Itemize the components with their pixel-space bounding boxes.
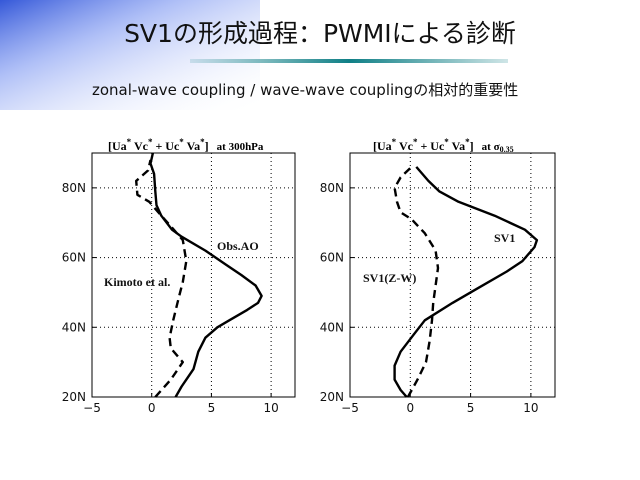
x-tick-label: 5 [208,401,216,415]
x-tick-label: −5 [341,401,359,415]
series-line-sv1 [393,166,539,398]
right-annotation-sv1: SV1 [494,231,515,245]
x-tick-label: 5 [467,401,475,415]
series-line-obs-ao [149,152,263,398]
x-tick-label: 10 [263,401,278,415]
y-tick-label: 40N [62,320,86,334]
y-tick-label: 80N [320,181,344,195]
slide-title: SV1の形成過程：PWMIによる診断 [124,19,516,48]
series-line-kimoto-et-al- [135,159,188,398]
y-tick-label: 60N [62,251,86,265]
right-chart-title: [Ua* Vc* + Uc* Va*] at σ0.35 [373,137,514,154]
x-tick-label: −5 [83,401,101,415]
right-annotation-sv1-zw: SV1(Z-W) [363,271,416,285]
left-chart: [Ua* Vc* + Uc* Va*] at 300hPa −5 0 5 10 20N 40… [62,137,296,415]
series-line-sv1-z-w- [393,166,440,398]
left-annotation-obs-ao: Obs.AO [217,239,259,253]
y-tick-label: 60N [320,251,344,265]
y-tick-label: 20N [320,390,344,404]
slide-subtitle: zonal-wave coupling / wave-wave coupling… [92,81,519,99]
x-tick-label: 10 [523,401,538,415]
y-tick-label: 20N [62,390,86,404]
left-chart-title: [Ua* Vc* + Uc* Va*] at 300hPa [108,137,264,153]
left-plot-frame [91,152,296,398]
right-chart: [Ua* Vc* + Uc* Va*] at σ0.35 −5 0 5 10 20N 40N… [320,137,556,415]
left-title-ua: [Ua [108,139,127,153]
corner-gradient-decoration [0,0,260,110]
x-tick-label: 0 [406,401,414,415]
x-tick-label: 0 [148,401,156,415]
right-plot-frame [349,152,556,398]
left-annotation-kimoto: Kimoto et al. [104,275,170,289]
y-tick-label: 40N [320,320,344,334]
title-underline [190,59,508,63]
y-tick-label: 80N [62,181,86,195]
